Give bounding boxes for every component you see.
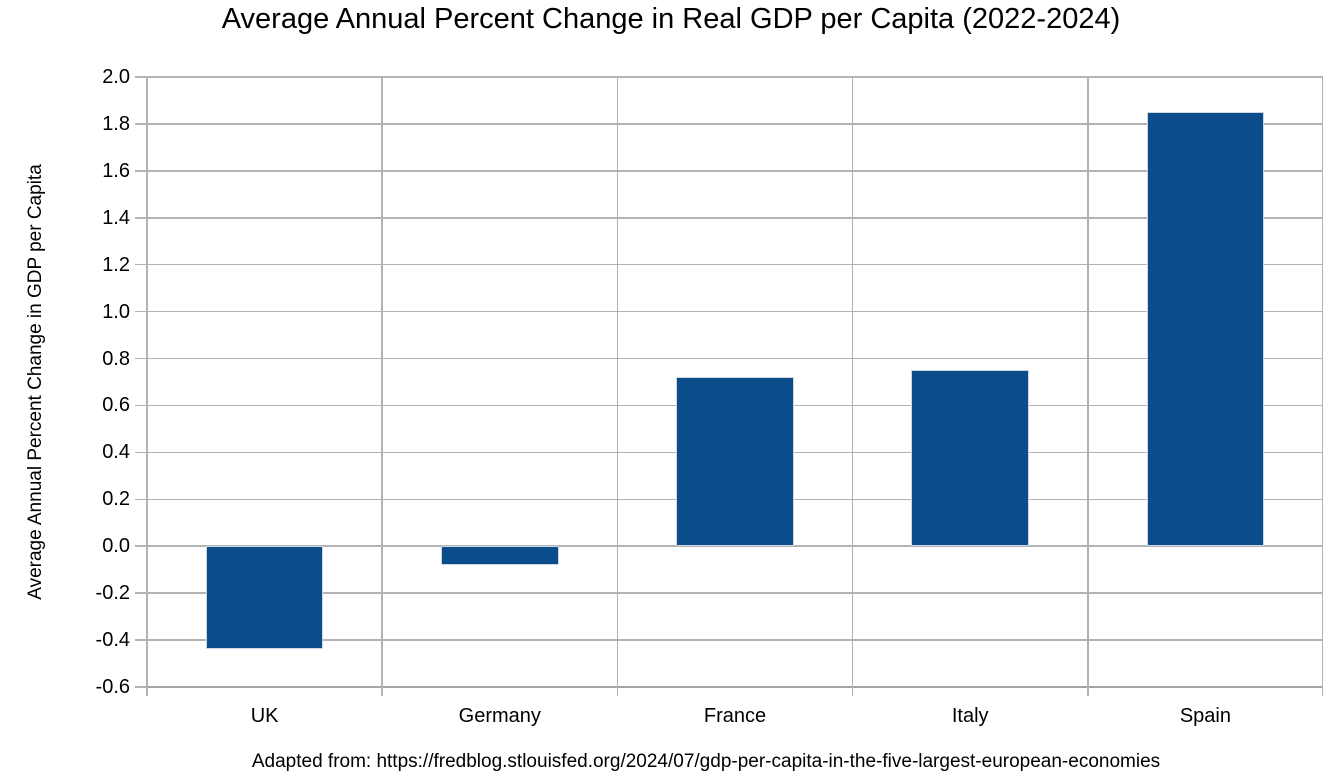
gridline-y-1.0 [147, 310, 1323, 313]
y-tick-0.8 [135, 357, 147, 360]
y-tick-label-0.6: 0.6 [102, 394, 130, 417]
bar-germany [441, 546, 559, 565]
x-axis-tick-labels: UK Germany France Italy Spain [147, 703, 1323, 733]
y-axis-tick-labels: 2.0 1.8 1.6 1.4 1.2 1.0 0.8 0.6 0.4 0.2 0.0 -0.2 -0.… [0, 66, 135, 698]
gridline-y--0.4 [147, 639, 1323, 641]
gridline-y-1.2 [147, 263, 1323, 266]
gridline-y-1.4 [147, 217, 1323, 219]
y-tick-1.2 [135, 263, 147, 266]
source-note: Adapted from: https://fredblog.stlouisfe… [251, 751, 1161, 772]
gridline-y-1.8 [147, 123, 1323, 125]
gridline-y--0.2 [147, 592, 1323, 594]
y-tick-label-1.2: 1.2 [102, 253, 130, 276]
y-tick-label--0.2: -0.2 [95, 582, 130, 605]
y-tick-label-1.4: 1.4 [102, 206, 130, 229]
gridline-y--0.6 [147, 686, 1323, 688]
y-tick-label-0.2: 0.2 [102, 488, 130, 511]
bar-italy [911, 370, 1029, 547]
gridline-y-1.6 [147, 170, 1323, 172]
y-tick-label--0.4: -0.4 [95, 629, 130, 652]
gridline-x-4 [1087, 77, 1089, 687]
y-tick--0.2 [135, 592, 147, 594]
chart-title: Average Annual Percent Change in Real GD… [221, 3, 1121, 35]
y-tick--0.6 [135, 686, 147, 688]
x-tick-0 [146, 687, 148, 696]
bar-france [676, 377, 794, 547]
gridline-y-0.0 [147, 545, 1323, 547]
y-tick-0.0 [135, 545, 147, 547]
bar-spain [1146, 112, 1265, 547]
gridline-x-1 [381, 77, 383, 687]
y-tick-label--0.6: -0.6 [95, 676, 130, 698]
y-tick-1.4 [135, 217, 147, 219]
y-tick-1.6 [135, 170, 147, 172]
y-tick-label-0.0: 0.0 [102, 535, 130, 558]
y-tick-label-1.6: 1.6 [102, 159, 130, 182]
gridline-x-2 [616, 77, 619, 687]
y-tick--0.4 [135, 639, 147, 641]
y-tick-label-0.8: 0.8 [102, 347, 130, 370]
y-tick-2.0 [135, 76, 147, 78]
x-tick-4 [1087, 687, 1089, 696]
y-tick-0.4 [135, 451, 147, 454]
x-tick-1 [381, 687, 383, 696]
x-tick-label-spain: Spain [1179, 705, 1231, 727]
y-tick-0.2 [135, 498, 147, 501]
gridline-y-0.8 [147, 357, 1323, 360]
y-tick-label-1.8: 1.8 [102, 112, 130, 135]
bar-uk [205, 546, 324, 650]
x-tick-label-france: France [703, 705, 767, 727]
x-tick-label-uk: UK [250, 705, 279, 727]
x-tick-label-germany: Germany [458, 705, 541, 727]
gridline-y-2.0 [147, 76, 1323, 78]
y-tick-0.6 [135, 404, 147, 407]
gridline-x-3 [851, 77, 854, 687]
y-tick-1.8 [135, 123, 147, 125]
y-tick-1.0 [135, 310, 147, 313]
y-tick-label-2.0: 2.0 [102, 66, 130, 88]
gridline-x-0 [146, 77, 148, 687]
x-tick-5 [1321, 687, 1323, 696]
y-tick-label-1.0: 1.0 [102, 300, 130, 323]
plot-area [135, 76, 1323, 696]
x-tick-3 [851, 687, 854, 696]
x-tick-2 [616, 687, 619, 696]
gridline-x-5 [1321, 77, 1323, 687]
x-tick-label-italy: Italy [951, 705, 989, 727]
y-tick-label-0.4: 0.4 [102, 441, 130, 464]
